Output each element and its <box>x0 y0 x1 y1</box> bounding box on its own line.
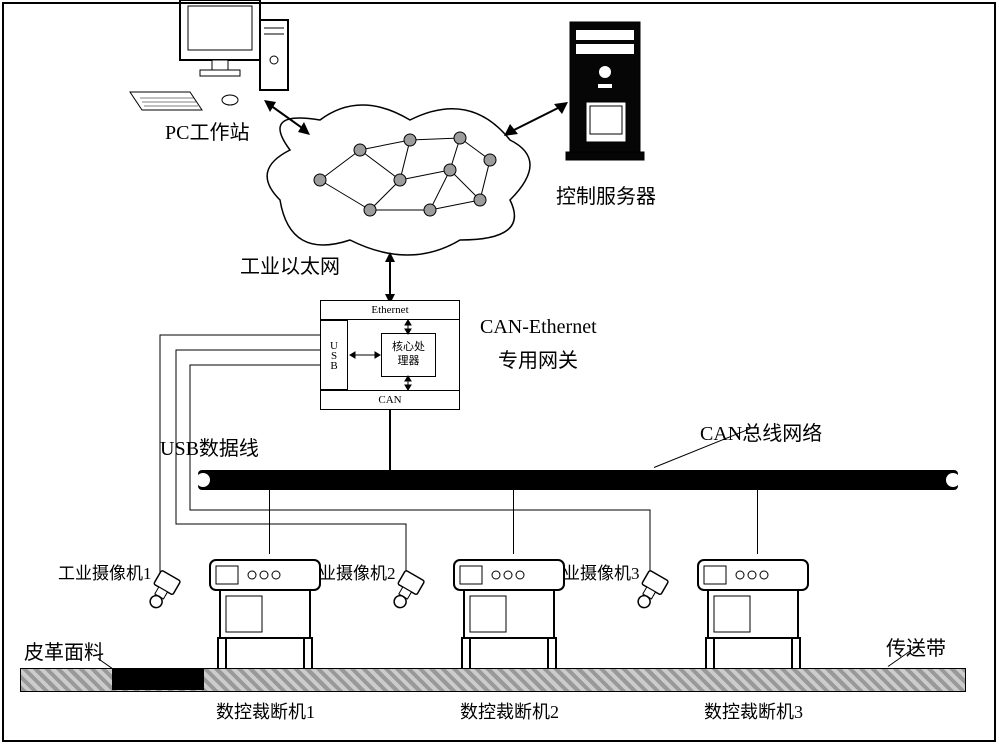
control-server <box>570 22 660 172</box>
arrowhead-icon <box>385 252 395 262</box>
gateway-usb-port: USB <box>320 320 348 390</box>
cutter-3-label: 数控裁断机3 <box>704 698 803 724</box>
gateway-usb-text: USB <box>328 340 340 370</box>
gateway-can-port: CAN <box>320 390 460 410</box>
pc-label: PC工作站 <box>165 116 249 145</box>
can-ethernet-gateway: Ethernet USB 核心处 理器 CAN <box>320 300 460 410</box>
camera-1-label: 工业摄像机1 <box>58 559 152 584</box>
gateway-label-2: 专用网关 <box>498 344 578 373</box>
gateway-label-1: CAN-Ethernet <box>480 316 597 339</box>
cutter-2-label: 数控裁断机2 <box>460 698 559 724</box>
usb-label: USB数据线 <box>160 432 259 461</box>
server-label: 控制服务器 <box>556 180 656 209</box>
drop-machine-1 <box>269 490 270 554</box>
link-gateway-canbus <box>389 410 391 470</box>
drop-machine-2 <box>513 490 514 554</box>
leather-label: 皮革面料 <box>24 636 104 665</box>
arrow-server-cloud <box>500 100 580 140</box>
gateway-eth-text: Ethernet <box>371 304 408 316</box>
drop-machine-3 <box>757 490 758 554</box>
can-bus <box>198 470 958 490</box>
leather-material <box>112 668 204 690</box>
gateway-can-text: CAN <box>378 394 401 406</box>
cutter-1-label: 数控裁断机1 <box>216 698 315 724</box>
arrow-pc-cloud <box>260 100 320 140</box>
ethernet-label: 工业以太网 <box>240 250 340 279</box>
gateway-ethernet-port: Ethernet <box>320 300 460 320</box>
